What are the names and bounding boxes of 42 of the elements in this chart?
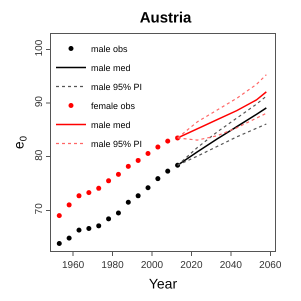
point: [76, 193, 82, 198]
point: [56, 241, 62, 246]
point: [146, 150, 151, 156]
point: [136, 193, 141, 198]
point: [66, 236, 72, 241]
y-tick-label: 90: [34, 96, 45, 108]
point: [165, 168, 170, 174]
legend-label: male med: [91, 63, 131, 74]
point: [86, 190, 92, 196]
legend-label: male 95% PI: [91, 139, 142, 150]
chart-title: Austria: [140, 10, 192, 27]
point: [106, 216, 112, 222]
x-axis-title: Year: [148, 275, 178, 292]
point: [86, 226, 92, 231]
x-tick-label: 2060: [259, 260, 282, 271]
x-tick-label: 2000: [140, 260, 164, 271]
point: [155, 176, 160, 182]
point: [146, 185, 151, 190]
point: [106, 178, 112, 184]
point: [165, 138, 170, 144]
point: [126, 164, 131, 169]
point: [76, 228, 82, 233]
point: [66, 202, 72, 208]
point: [96, 223, 102, 228]
y-tick-label: 70: [34, 202, 45, 214]
legend-label: male med: [91, 120, 131, 130]
x-tick-label: 1980: [101, 260, 124, 271]
x-tick-label: 1960: [62, 260, 85, 271]
legend-label: male 95% PI: [91, 82, 142, 92]
legend-label: female obs: [91, 101, 136, 112]
point: [56, 213, 62, 218]
point: [96, 186, 102, 191]
point: [116, 210, 121, 216]
y-tick-label: 100: [34, 39, 45, 56]
x-tick-label: 2020: [180, 260, 203, 271]
x-tick-label: 2040: [220, 260, 242, 271]
y-tick-label: 80: [34, 149, 45, 161]
point: [116, 172, 121, 177]
legend-label: male obs: [91, 44, 128, 54]
point: [155, 144, 160, 150]
point: [136, 158, 141, 163]
point: [126, 200, 131, 205]
